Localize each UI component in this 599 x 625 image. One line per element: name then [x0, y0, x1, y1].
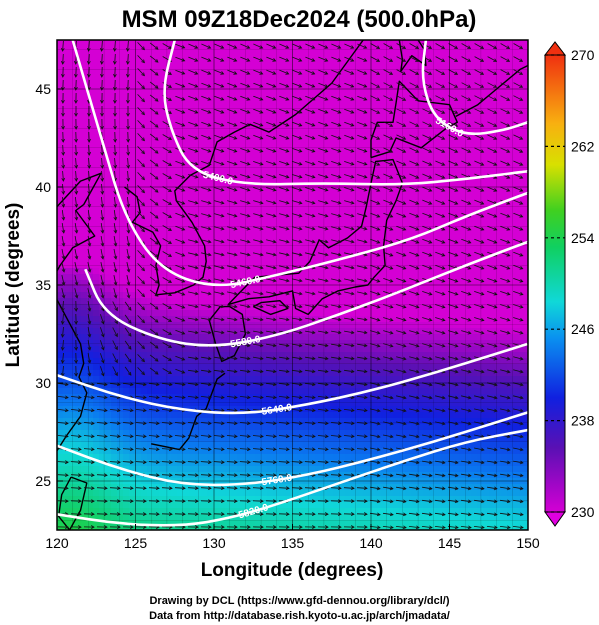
x-tick-label: 125: [124, 535, 148, 551]
y-tick-label: 45: [35, 81, 51, 97]
x-axis-label: Longitude (degrees): [201, 560, 384, 581]
contour-label: 5640.0: [261, 402, 293, 418]
contour-line: [421, 40, 528, 136]
x-tick-label: 150: [516, 535, 540, 551]
colorbar-tick-label: 254: [571, 230, 595, 246]
colorbar-tick-label: 238: [571, 413, 595, 429]
x-tick-label: 130: [202, 535, 226, 551]
y-tick-label: 40: [35, 179, 51, 195]
figure-title: MSM 09Z18Dec2024 (500.0hPa): [122, 6, 477, 33]
contour-line: [57, 428, 528, 527]
y-tick-label: 25: [35, 473, 51, 489]
y-axis-ticks: 25 30 35 40 45: [35, 81, 63, 489]
colorbar-max-arrow: [543, 41, 567, 56]
colorbar-tick-label: 270: [571, 47, 595, 63]
colorbar-scale: [544, 54, 566, 513]
x-axis-ticks: 120 125 130 135 140 145 150: [45, 524, 540, 551]
contour-label: 5760.0: [261, 473, 293, 489]
y-tick-label: 35: [35, 277, 51, 293]
credit-data-source: Data from http://database.rish.kyoto-u.a…: [149, 610, 450, 622]
contour-line: [57, 411, 528, 487]
plot-area: 5460.05400.05160.05580.05640.05760.05820…: [56, 39, 529, 531]
credit-drawing: Drawing by DCL (https://www.gfd-dennou.o…: [149, 595, 450, 607]
contour-line: [71, 40, 528, 287]
contour-line: [57, 342, 528, 415]
x-tick-label: 140: [359, 535, 383, 551]
colorbar-tick-label: 246: [571, 321, 595, 337]
lat-lon-grid: [57, 40, 528, 530]
contour-line: [84, 240, 528, 347]
x-tick-label: 135: [281, 535, 305, 551]
y-axis-label: Latitude (degrees): [3, 203, 24, 368]
colorbar: 270 262 254 246 238 230: [543, 41, 595, 527]
contour-line: [163, 40, 528, 186]
x-tick-label: 145: [438, 535, 462, 551]
colorbar-tick-label: 262: [571, 138, 595, 154]
y-tick-label: 30: [35, 375, 51, 391]
colorbar-min-arrow: [544, 511, 566, 527]
x-tick-label: 120: [45, 535, 69, 551]
colorbar-tick-label: 230: [571, 504, 595, 520]
